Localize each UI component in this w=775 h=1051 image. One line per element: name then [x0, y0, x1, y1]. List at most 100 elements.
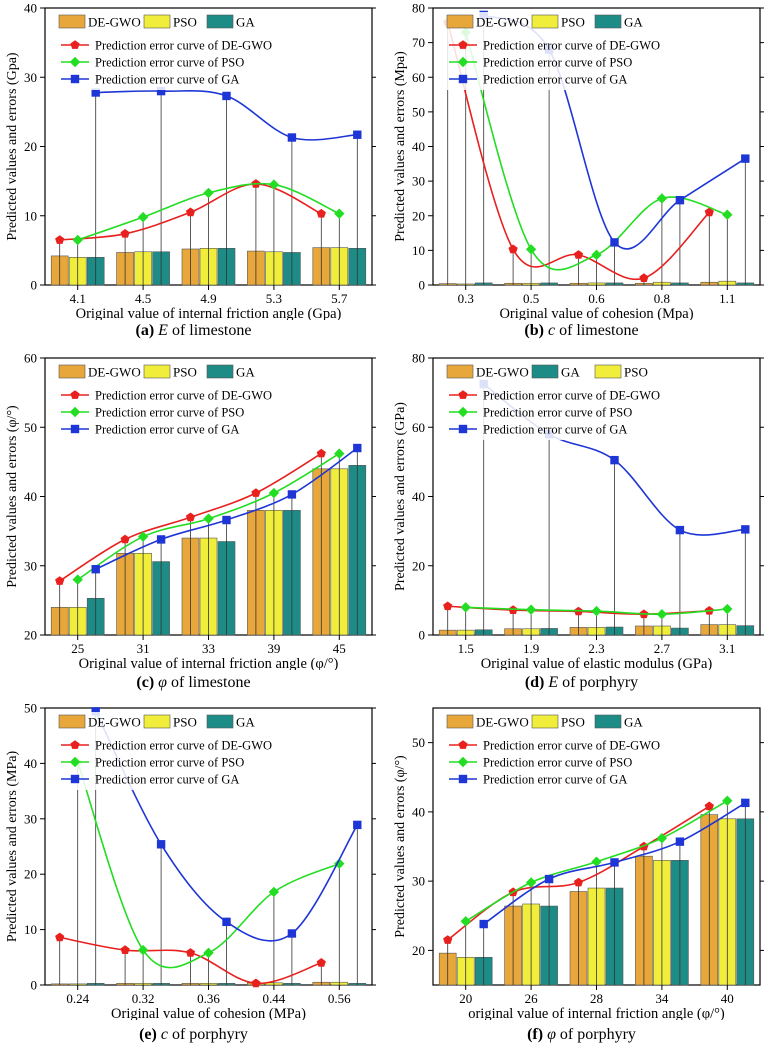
chart-f-legend-label-ga: GA	[624, 715, 643, 730]
chart-b-marker-pso	[525, 244, 537, 255]
chart-f-legend-marker-de-gwo	[458, 740, 468, 749]
chart-c-legend-swatch-pso	[143, 364, 171, 379]
chart-b-marker-de-gwo	[639, 273, 649, 282]
chart-f-xtick-label: 40	[721, 991, 734, 1006]
chart-e-legend-swatch-pso	[143, 714, 171, 729]
chart-e-ytick-label: 50	[24, 701, 37, 716]
chart-e-legend-curve-label: Prediction error curve of DE-GWO	[95, 739, 272, 753]
chart-e-marker-ga	[287, 929, 297, 938]
chart-d-xlabel: Original value of elastic modulus (GPa)	[481, 656, 713, 670]
chart-e-marker-de-gwo	[316, 958, 326, 967]
chart-c-ytick-label: 60	[24, 351, 37, 366]
chart-f-marker-ga	[610, 858, 619, 867]
chart-e-xtick-label: 0.32	[132, 991, 155, 1006]
chart-b-marker-ga	[610, 238, 619, 247]
chart-b-legend-curve-label: Prediction error curve of PSO	[483, 56, 632, 70]
caption-d-rest: of porphyry	[562, 674, 639, 691]
caption-b-symbol: c	[547, 322, 556, 339]
chart-f-ytick-label: 50	[412, 735, 425, 750]
chart-d-legend-marker-ga	[458, 424, 468, 434]
chart-a-legend-curve-label: Prediction error curve of DE-GWO	[95, 39, 272, 53]
caption-d-label: (d)	[524, 674, 545, 691]
chart-a-marker-pso	[72, 234, 83, 246]
chart-e-xtick-label: 0.24	[66, 991, 89, 1006]
chart-d-legend-curve-label: Prediction error curve of PSO	[483, 406, 632, 420]
chart-d: 0 20 40 60 80 1.5 1.9 2.3 2.7 3.1 Original value o…	[393, 351, 764, 670]
chart-b-legend-curve-label: Prediction error curve of GA	[483, 73, 627, 87]
chart-f-legend-curve-label: Prediction error curve of DE-GWO	[483, 739, 660, 753]
chart-b-marker-ga	[741, 154, 750, 163]
chart-c-ytick-label: 40	[24, 489, 37, 504]
chart-b-marker-ga	[675, 195, 685, 205]
chart-a-xtick-label: 5.3	[266, 291, 282, 306]
chart-c-marker-pso	[268, 487, 280, 499]
chart-a-marker-ga	[156, 86, 166, 96]
chart-b-marker-pso	[591, 249, 602, 261]
chart-d-marker-ga	[741, 525, 750, 534]
chart-e-marker-ga	[353, 820, 362, 830]
chart-f-marker-pso	[525, 877, 537, 888]
chart-a-xtick-label: 4.1	[70, 291, 86, 306]
chart-e-marker-de-gwo	[185, 948, 196, 957]
chart-c-legend-marker-pso	[69, 406, 81, 418]
chart-b-xlabel: Original value of cohesion (Mpa)	[499, 306, 693, 320]
chart-c-marker-ga	[353, 443, 362, 453]
chart-f-legend-curve-label: Prediction error curve of PSO	[483, 756, 632, 770]
chart-c-marker-de-gwo	[251, 488, 261, 497]
caption-f: (f) φ of porphyry	[388, 1026, 775, 1044]
chart-d-marker-pso	[656, 609, 668, 620]
caption-e-rest: of porphyry	[171, 1026, 248, 1043]
chart-d-marker-ga	[610, 455, 619, 465]
caption-f-symbol: φ	[547, 1026, 556, 1043]
chart-d-xtick-label: 3.1	[719, 641, 735, 656]
chart-e-legend-marker-pso	[69, 756, 81, 768]
chart-b-marker-de-gwo	[704, 207, 714, 217]
chart-a-legend-bg	[55, 12, 323, 90]
chart-f-marker-de-gwo	[443, 935, 453, 944]
chart-f-marker-ga	[479, 919, 488, 929]
chart-f-legend-swatch-pso	[531, 714, 559, 729]
chart-f-ylabel: Predicted values and errors (φ/°)	[393, 755, 408, 938]
chart-c-marker-de-gwo	[120, 534, 130, 544]
chart-e-ytick-label: 10	[24, 922, 37, 937]
chart-f-xlabel: original value of internal friction angl…	[468, 1006, 725, 1020]
chart-c-legend-marker-de-gwo	[70, 390, 80, 399]
chart-c-ytick-label: 30	[24, 558, 37, 573]
chart-a-legend-swatch-ga	[206, 14, 234, 29]
chart-f-ytick-label: 40	[412, 804, 425, 819]
chart-c-marker-pso	[203, 513, 214, 524]
chart-a-legend-label-ga: GA	[236, 15, 255, 30]
caption-c-rest: of limestone	[171, 674, 251, 691]
chart-b-ytick-label: 30	[412, 174, 425, 189]
chart-b-legend-label-pso: PSO	[561, 15, 585, 30]
chart-c-ylabel: Predicted values and errors (φ/°)	[5, 405, 20, 588]
chart-a-ylabel: Predicted values and errors (Gpa)	[5, 52, 20, 240]
chart-e-legend-marker-de-gwo	[70, 740, 80, 749]
chart-c-legend-label-ga: GA	[236, 365, 255, 380]
chart-b-ytick-label: 20	[412, 208, 425, 223]
chart-d-legend-label-pso: PSO	[624, 365, 648, 380]
chart-b-ytick-label: 70	[412, 35, 425, 50]
chart-e-marker-de-gwo	[55, 932, 65, 942]
chart-b: 0 10 20 30 40 50 60 70 80 0.3 0.5 0.6 0.8 1.1 Original…	[393, 1, 764, 320]
chart-e-legend-swatch-ga	[206, 714, 234, 729]
chart-c-marker-ga	[287, 490, 297, 499]
caption-c-symbol: φ	[158, 674, 168, 691]
chart-e-ytick-label: 20	[24, 867, 37, 882]
chart-b-xtick-label: 0.8	[654, 291, 670, 306]
caption-a-symbol: E	[158, 322, 168, 339]
chart-c-legend-swatch-ga	[206, 364, 234, 379]
chart-d-marker-ga	[675, 525, 685, 535]
chart-e-xtick-label: 0.56	[328, 991, 351, 1006]
chart-b-xtick-label: 1.1	[719, 291, 735, 306]
chart-b-ylabel: Predicted values and errors (Mpa)	[393, 51, 408, 242]
chart-a-xtick-label: 5.7	[331, 291, 348, 306]
chart-b-curve-de-gwo	[446, 22, 710, 281]
chart-b-marker-de-gwo	[508, 244, 518, 254]
chart-f-legend-swatch-ga	[594, 714, 622, 729]
chart-a-marker-pso	[137, 211, 149, 223]
chart-a-marker-ga	[91, 88, 100, 97]
chart-a-ytick-label: 30	[24, 70, 37, 85]
chart-e-xtick-label: 0.44	[263, 991, 286, 1006]
